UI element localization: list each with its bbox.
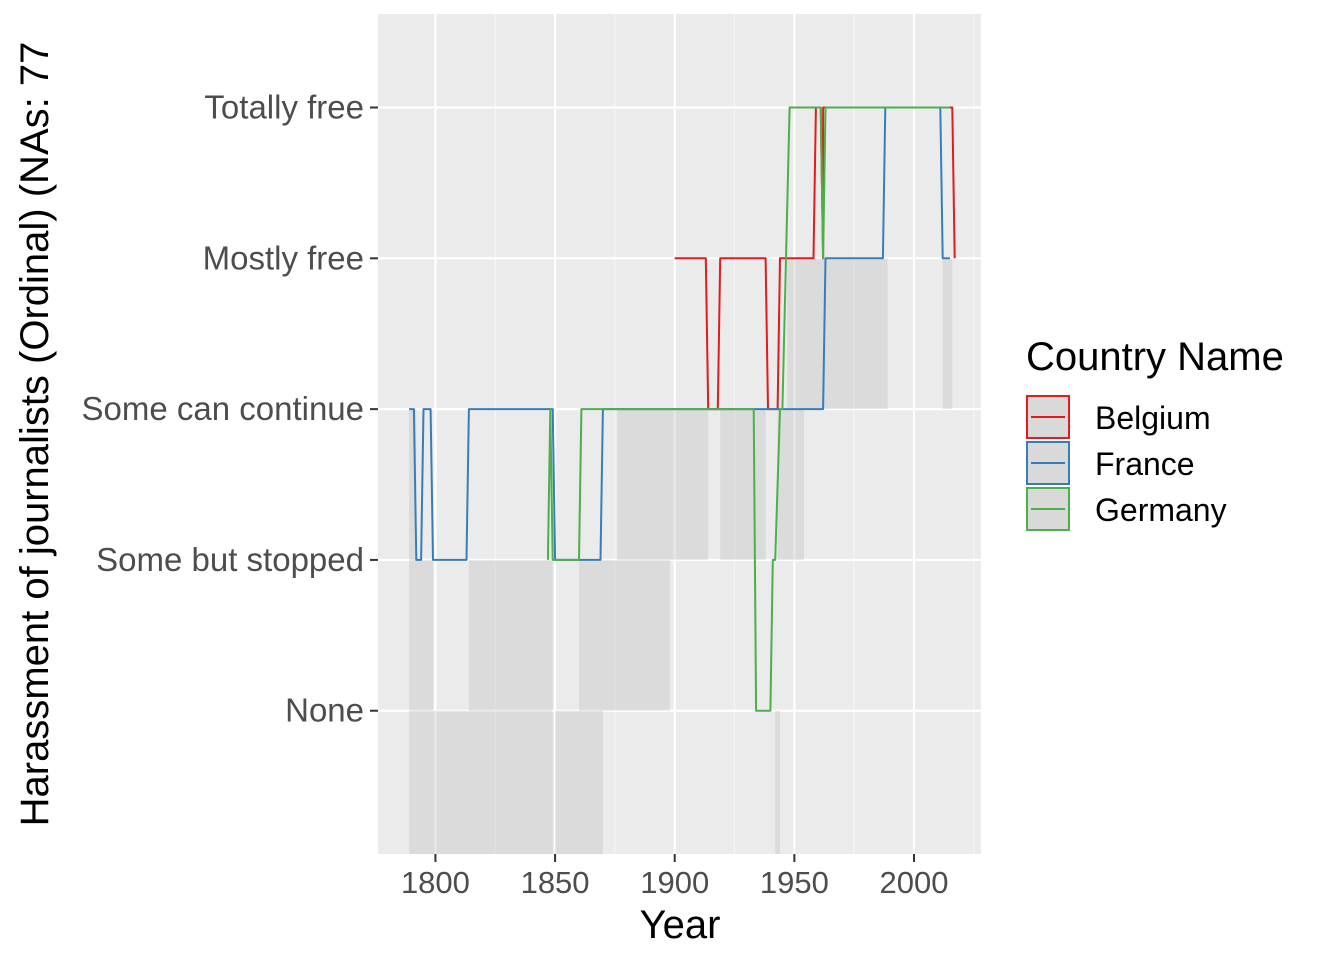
x-tick-label: 2000 — [880, 865, 949, 900]
confidence-band — [409, 409, 417, 854]
confidence-band — [787, 258, 888, 410]
confidence-band — [579, 559, 603, 854]
x-tick-label: 1950 — [760, 865, 829, 900]
y-axis-title: Harassment of journalists (Ordinal) (NAs… — [13, 42, 57, 827]
legend-label-france: France — [1095, 446, 1195, 482]
x-tick-label: 1850 — [521, 865, 590, 900]
confidence-band — [617, 559, 670, 711]
confidence-band — [433, 710, 469, 854]
confidence-band — [720, 409, 766, 560]
legend: Country Name Belgium France Germany — [1026, 335, 1284, 531]
x-tick-label: 1900 — [640, 865, 709, 900]
confidence-band — [555, 710, 579, 854]
plot-panel — [378, 14, 981, 854]
confidence-band — [468, 559, 553, 854]
grid-minor — [494, 14, 975, 854]
confidence-band — [423, 559, 434, 854]
y-tick-label: Some can continue — [81, 390, 364, 427]
y-tick-label: Mostly free — [203, 239, 364, 276]
y-axis: None Some but stopped Some can continue Mos… — [81, 89, 378, 729]
legend-title: Country Name — [1026, 335, 1284, 379]
legend-label-germany: Germany — [1095, 492, 1227, 528]
y-tick-label: Totally free — [204, 89, 364, 126]
confidence-band — [416, 559, 424, 854]
y-tick-label: Some but stopped — [96, 541, 364, 578]
y-tick-label: None — [285, 692, 364, 729]
confidence-band — [775, 710, 780, 854]
confidence-band — [942, 258, 953, 410]
series-line-france — [409, 106, 950, 561]
confidence-band — [602, 559, 618, 711]
series-line-germany — [546, 106, 950, 712]
confidence-band — [777, 409, 804, 560]
confidence-band — [617, 409, 709, 560]
x-axis-title: Year — [640, 903, 721, 947]
x-tick-label: 1800 — [401, 865, 470, 900]
confidence-bands — [409, 258, 953, 854]
series-lines — [409, 106, 956, 712]
legend-label-belgium: Belgium — [1095, 400, 1211, 436]
x-axis: 1800 1850 1900 1950 2000 — [401, 854, 949, 900]
